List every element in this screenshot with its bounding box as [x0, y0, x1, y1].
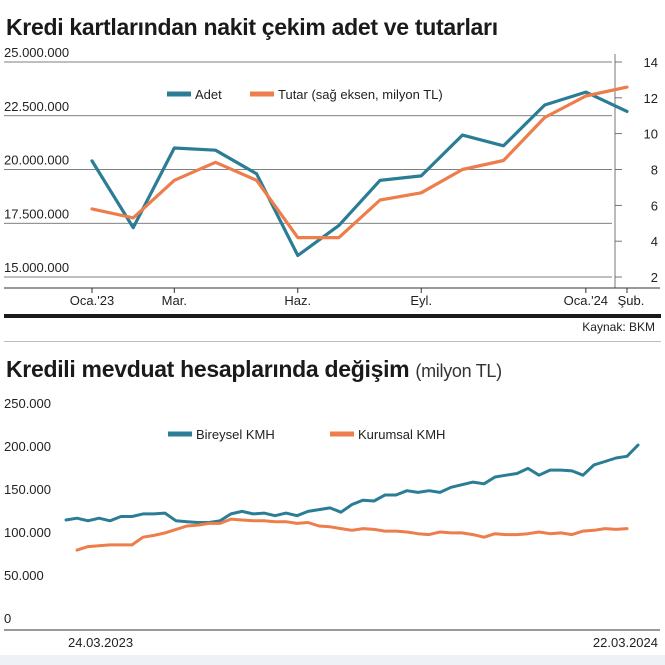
chart2-x-end-label: 22.03.2024	[593, 635, 658, 650]
chart2-svg: 250.000 200.000 150.000 100.000 50.000 0 24.03…	[4, 396, 660, 650]
series-line-tutar	[90, 85, 629, 240]
chart2-y-tick-label: 150.000	[4, 482, 51, 497]
chart2-title-text: Kredili mevduat hesaplarında değişim	[6, 356, 410, 382]
divider-top	[4, 314, 661, 318]
chart2-title: Kredili mevduat hesaplarında değişim (mi…	[6, 356, 502, 383]
series-line-adet	[90, 90, 629, 258]
chart1-svg: 25.000.000 22.500.000 20.000.000 17.500.000…	[4, 45, 660, 308]
chart2-legend-label: Bireysel KMH	[196, 427, 275, 442]
chart2-y-tick-label: 50.000	[4, 568, 44, 583]
chart2-x-start-label: 24.03.2023	[68, 635, 133, 650]
chart2-legend-label: Kurumsal KMH	[358, 427, 445, 442]
chart1-right-tick-label: 8	[651, 163, 658, 178]
chart1-left-tick-label: 20.000.000	[4, 153, 69, 168]
chart1-right-tick-label: 2	[651, 270, 658, 285]
chart1-right-tick-label: 6	[651, 198, 658, 213]
chart1-x-tick-label: Mar.	[162, 293, 187, 308]
chart1-title: Kredi kartlarından nakit çekim adet ve t…	[6, 14, 498, 40]
chart1-right-tick-label: 12	[644, 91, 658, 106]
source-label: Kaynak: BKM	[582, 320, 655, 334]
chart1-right-tick-label: 10	[644, 127, 658, 142]
chart1-left-tick-label: 17.500.000	[4, 206, 69, 221]
chart1-legend-label: Adet	[195, 87, 222, 102]
series-line-kurumsal	[75, 517, 629, 552]
chart1-x-tick-label: Haz.	[284, 293, 311, 308]
chart2-y-tick-label: 200.000	[4, 439, 51, 454]
chart1-left-tick-label: 15.000.000	[4, 260, 69, 275]
chart1-left-tick-label: 25.000.000	[4, 45, 69, 60]
divider-mid	[4, 341, 661, 342]
chart1-x-tick-label: Oca.'24	[564, 293, 608, 308]
chart1-legend-label: Tutar (sağ eksen, milyon TL)	[278, 87, 443, 102]
chart2-y-tick-label: 250.000	[4, 396, 51, 411]
chart1-x-tick-label: Eyl.	[410, 293, 432, 308]
chart2-y-tick-label: 0	[4, 611, 11, 626]
bottom-band	[0, 655, 665, 665]
series-line-bireysel	[64, 443, 640, 524]
chart1-right-tick-label: 4	[651, 234, 658, 249]
chart1-x-tick-label: Oca.'23	[70, 293, 114, 308]
chart1-left-tick-label: 22.500.000	[4, 99, 69, 114]
chart1-right-tick-label: 14	[644, 55, 658, 70]
chart2-y-tick-label: 100.000	[4, 525, 51, 540]
chart1-x-tick-label: Şub.	[618, 293, 645, 308]
chart2-unit: (milyon TL)	[415, 361, 502, 381]
